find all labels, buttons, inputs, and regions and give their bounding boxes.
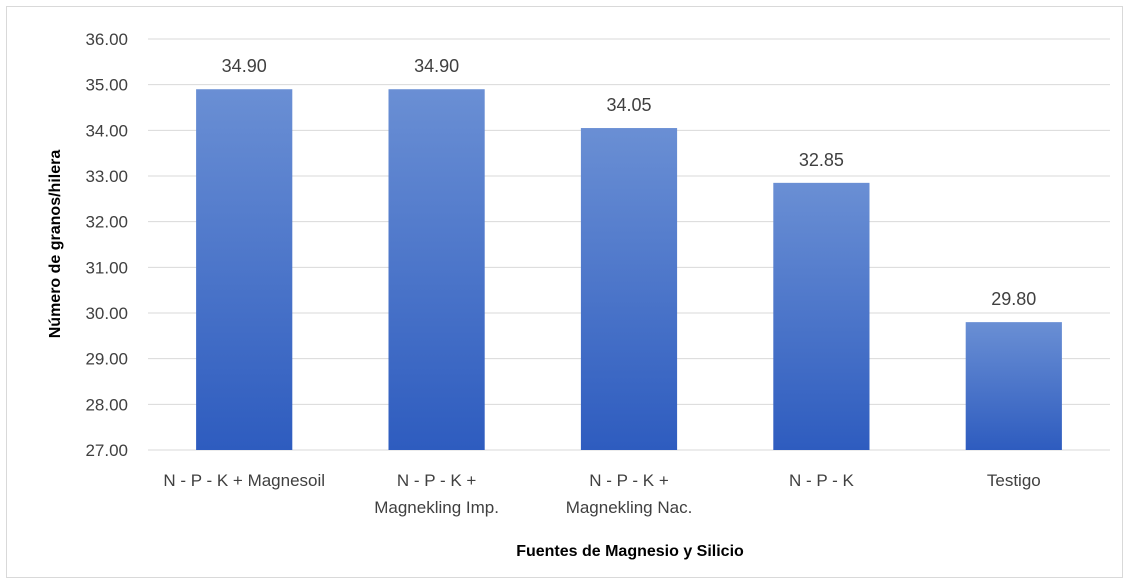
y-tick-label: 28.00 (85, 395, 128, 414)
bar (580, 128, 678, 451)
x-tick-label: Testigo (987, 471, 1041, 490)
y-tick-label: 29.00 (85, 350, 128, 369)
y-tick-label: 27.00 (85, 441, 128, 460)
bar (773, 182, 870, 450)
y-tick-label: 30.00 (85, 304, 128, 323)
y-tick-label: 35.00 (85, 76, 128, 95)
y-axis-ticks: 27.00 28.00 29.00 30.00 31.00 32.00 33.00 34.00… (85, 30, 128, 460)
data-label: 34.90 (222, 56, 267, 76)
x-tick-label: Magnekling Nac. (566, 498, 693, 517)
bars (196, 89, 1062, 451)
x-tick-label: N - P - K + (397, 471, 477, 490)
y-tick-label: 34.00 (85, 121, 128, 140)
gridlines (148, 38, 1110, 451)
y-tick-label: 32.00 (85, 213, 128, 232)
y-tick-label: 33.00 (85, 167, 128, 186)
data-label: 29.80 (991, 289, 1036, 309)
y-tick-label: 31.00 (85, 258, 128, 277)
chart-frame (6, 6, 1123, 578)
bar (965, 322, 1062, 450)
x-axis-categories: N - P - K + Magnesoil N - P - K + Magnekli… (163, 471, 1040, 517)
data-label: 32.85 (799, 150, 844, 170)
x-tick-label: N - P - K + Magnesoil (163, 471, 325, 490)
bar (388, 89, 485, 450)
x-tick-label: N - P - K (789, 471, 855, 490)
data-labels: 34.90 34.90 34.05 32.85 29.80 (222, 56, 1037, 309)
bar (196, 89, 293, 450)
x-tick-label: N - P - K + (589, 471, 669, 490)
data-label: 34.90 (414, 56, 459, 76)
data-label: 34.05 (606, 95, 651, 115)
y-axis-title: Número de granos/hilera (47, 150, 64, 339)
y-tick-label: 36.00 (85, 30, 128, 49)
x-axis-title: Fuentes de Magnesio y Silicio (516, 543, 744, 560)
x-tick-label: Magnekling Imp. (374, 498, 499, 517)
